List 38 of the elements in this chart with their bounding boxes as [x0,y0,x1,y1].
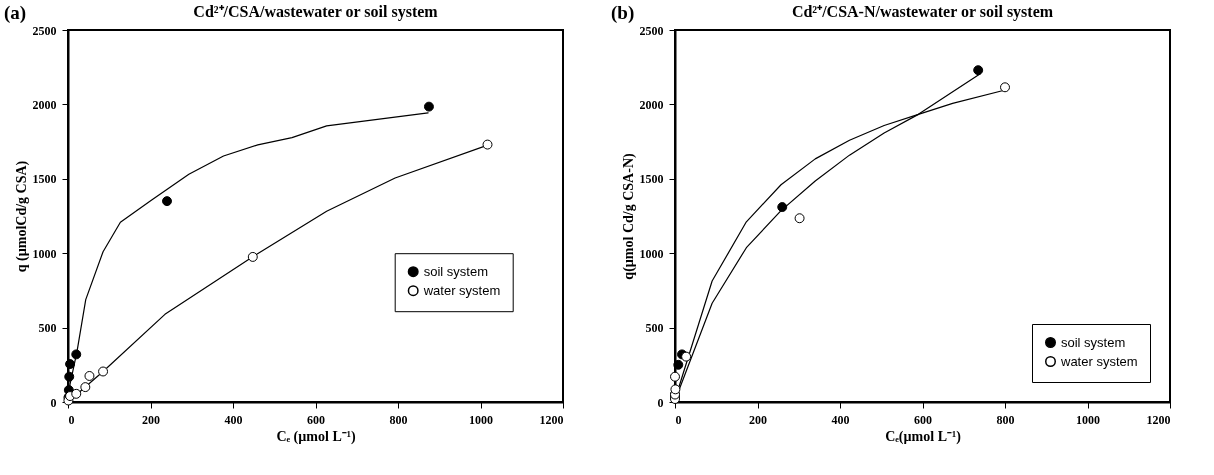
y-axis-title: q(µmol Cd/g CSA-N) [620,153,637,280]
y-tick-label: 0 [657,395,664,410]
text: (b) [611,2,635,24]
y-tick-label: 1000 [32,246,57,261]
x-tick-label: 1000 [1076,412,1100,427]
legend-label: water system [1060,353,1138,369]
y-tick-label: 1500 [639,172,664,187]
y-tick-label: 2500 [639,23,664,38]
x-tick-label: 800 [389,412,408,427]
x-tick-label: 1200 [1146,412,1171,427]
chart-title: Cd²⁺/CSA/wastewater or soil system [193,3,439,21]
x-tick-label: 600 [914,412,932,427]
x-axis-title: Cₑ(µmol L⁻¹) [885,428,962,445]
legend-label: soil system [1061,334,1126,350]
x-axis-title: Cₑ (µmol L⁻¹) [276,428,356,445]
y-tick-label: 1500 [32,172,57,187]
y-tick-label: 1000 [639,246,664,261]
x-tick-label: 1000 [469,412,493,427]
y-tick-label: 2000 [639,97,664,112]
y-tick-label: 500 [645,321,664,336]
legend-label: water system [422,282,501,298]
x-tick-label: 400 [831,412,850,427]
x-tick-label: 0 [675,412,682,427]
y-tick-label: 500 [38,321,57,336]
legend-label: soil system [423,263,488,279]
x-tick-label: 600 [307,412,325,427]
x-tick-label: 200 [142,412,160,427]
y-tick-label: 2000 [32,97,57,112]
y-tick-label: 2500 [32,23,57,38]
y-tick-label: 0 [50,395,57,410]
y-axis-title: q (µmolCd/g CSA) [13,160,30,273]
chart-title: Cd²⁺/CSA-N/wastewater or soil system [791,3,1054,21]
x-tick-label: 200 [749,412,767,427]
x-tick-label: 0 [68,412,75,427]
x-tick-label: 1200 [539,412,564,427]
text: (a) [4,2,27,24]
x-tick-label: 400 [224,412,243,427]
x-tick-label: 800 [996,412,1015,427]
